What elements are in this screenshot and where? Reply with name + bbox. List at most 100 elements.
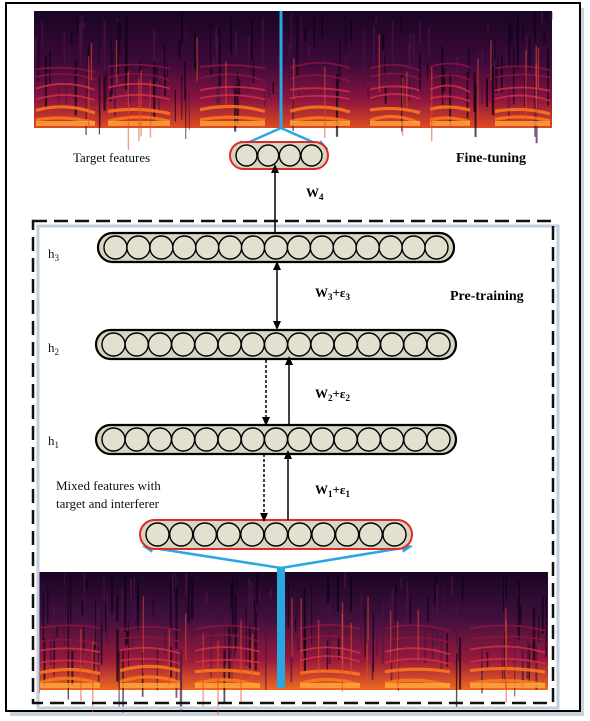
- spectrogram-texture: [80, 629, 82, 701]
- spectrogram-texture: [194, 30, 196, 68]
- neuron-node: [355, 235, 380, 260]
- weight-label-w4: W4: [306, 185, 324, 202]
- spectrogram-texture: [494, 73, 551, 79]
- neuron-node: [170, 332, 196, 357]
- spectrogram-texture: [131, 636, 134, 646]
- spectrogram-texture: [371, 619, 374, 680]
- spectrogram-texture: [34, 36, 38, 62]
- spectrogram-texture: [495, 66, 498, 93]
- spectrogram-texture: [429, 105, 471, 112]
- weight-label-w1: W1+ε1: [315, 482, 350, 499]
- spectrogram-texture: [124, 636, 126, 647]
- spectrogram-texture: [106, 596, 108, 644]
- spectrogram-texture: [363, 26, 365, 89]
- spectrogram-texture: [537, 47, 540, 88]
- spectrogram-texture: [446, 633, 449, 667]
- spectrogram-texture: [216, 39, 219, 103]
- neuron-node: [287, 332, 312, 357]
- spectrogram-texture: [118, 651, 120, 708]
- neuron-node: [287, 522, 312, 547]
- neuron-node: [263, 522, 289, 547]
- spectrogram-texture: [199, 64, 266, 70]
- hidden-layer-h1: [94, 423, 458, 456]
- spectrogram-texture: [104, 603, 107, 625]
- spectrogram-texture: [103, 20, 106, 77]
- spectrogram-texture: [287, 583, 289, 628]
- spectrogram-texture: [326, 573, 330, 603]
- spectrogram-texture: [252, 61, 255, 83]
- spectrogram-texture: [74, 60, 77, 116]
- spectrogram-texture: [311, 584, 313, 645]
- spectrogram-texture: [63, 572, 65, 586]
- spectrogram-texture: [40, 683, 100, 688]
- layer-label-h3: h3: [48, 246, 60, 263]
- spectrogram-texture: [324, 67, 326, 139]
- spectrogram-texture: [98, 75, 101, 135]
- spectrogram-texture: [489, 46, 491, 57]
- spectrogram-texture: [63, 32, 66, 68]
- spectrogram-texture: [44, 54, 48, 110]
- spectrogram-texture: [210, 68, 213, 76]
- spectrogram-texture: [106, 72, 108, 99]
- spectrogram-texture: [532, 607, 536, 663]
- spectrogram-texture: [541, 596, 544, 634]
- spectrogram-texture: [163, 43, 166, 80]
- spectrogram-texture: [58, 73, 60, 109]
- spectrogram-texture: [127, 622, 129, 667]
- spectrogram-texture: [107, 63, 171, 70]
- spectrogram-texture: [35, 83, 96, 91]
- spectrogram-texture: [248, 625, 251, 669]
- spectrogram-texture: [53, 607, 56, 661]
- spectrogram-texture: [528, 37, 531, 70]
- neuron-node: [103, 235, 128, 260]
- spectrogram-texture: [39, 624, 101, 629]
- spectrogram-texture: [360, 591, 362, 644]
- neuron-node: [256, 144, 280, 167]
- spectrogram-texture: [253, 600, 256, 614]
- spectrogram-texture: [114, 68, 116, 116]
- spectrogram-texture: [231, 627, 233, 683]
- spectrogram-texture: [512, 47, 515, 105]
- output-layer: [229, 141, 329, 170]
- spectrogram-texture: [394, 588, 396, 622]
- spectrogram-texture: [37, 40, 40, 81]
- spectrogram-texture: [345, 46, 347, 76]
- spectrogram-texture: [199, 86, 266, 92]
- neuron-node: [333, 427, 358, 452]
- neuron-node: [263, 332, 289, 357]
- neuron-node: [263, 235, 289, 260]
- spectrogram-texture: [551, 12, 553, 20]
- spectrogram-texture: [442, 585, 444, 627]
- spectrogram-texture: [156, 646, 158, 691]
- spectrogram-texture: [115, 39, 118, 84]
- spectrogram-texture: [110, 37, 112, 51]
- spectrogram-texture: [517, 582, 520, 640]
- spectrogram-texture: [443, 68, 446, 92]
- spectrogram-texture: [260, 619, 263, 632]
- spectrogram-texture: [235, 572, 237, 591]
- spectrogram-texture: [459, 637, 462, 690]
- spectrogram-texture: [521, 645, 524, 688]
- layer-label-h1: h1: [48, 433, 59, 450]
- spectrogram-texture: [295, 597, 296, 619]
- spectrogram-texture: [434, 575, 437, 600]
- neuron-node: [287, 427, 312, 452]
- spectrogram-texture: [497, 57, 499, 69]
- spectrogram-texture: [85, 74, 87, 135]
- spectrogram-texture: [194, 668, 261, 676]
- spectrogram-texture: [194, 646, 261, 653]
- spectrogram-texture: [170, 581, 173, 629]
- spectrogram-texture: [251, 633, 253, 679]
- spectrogram-texture: [164, 74, 166, 96]
- neuron-node: [332, 235, 357, 260]
- spectrogram-texture: [201, 607, 203, 654]
- spectrogram-texture: [152, 599, 154, 617]
- spectrogram-texture: [456, 56, 459, 81]
- spectrogram-texture: [303, 589, 306, 653]
- spectrogram-texture: [505, 608, 507, 689]
- spectrogram-texture: [289, 116, 351, 124]
- spectrogram-texture: [175, 653, 178, 698]
- spectrogram-texture: [418, 21, 421, 44]
- spectrogram-texture: [335, 74, 339, 137]
- pretraining-box-shadow: [36, 224, 560, 710]
